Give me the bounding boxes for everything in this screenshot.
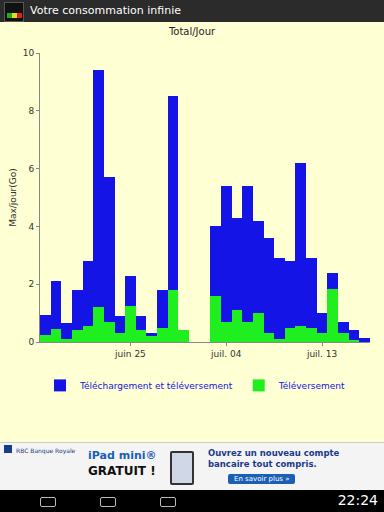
html-text:Votre consommation infinie: Votre consommation infinie xyxy=(30,4,181,17)
svg-text:6: 6 xyxy=(28,164,34,174)
svg-text:Téléchargement et téléversemen: Téléchargement et téléversement xyxy=(79,381,233,391)
html-text:GRATUIT !: GRATUIT ! xyxy=(88,464,156,478)
svg-text:0: 0 xyxy=(28,337,34,347)
svg-text:juil. 04: juil. 04 xyxy=(210,349,242,359)
html-text:iPad mini®: iPad mini® xyxy=(88,449,157,462)
svg-text:Téléversement: Téléversement xyxy=(278,381,345,391)
svg-text:Total/Jour: Total/Jour xyxy=(168,26,216,37)
html-text:Ouvrez un nouveau compte banca: Ouvrez un nouveau compte bancaire tout c… xyxy=(208,448,340,469)
svg-text:8: 8 xyxy=(28,106,34,116)
svg-text:4: 4 xyxy=(28,222,34,232)
svg-text:2: 2 xyxy=(28,279,34,289)
html-text:22:24: 22:24 xyxy=(337,492,378,508)
svg-text:10: 10 xyxy=(23,48,35,58)
svg-text:Max/jour(Go): Max/jour(Go) xyxy=(8,168,18,227)
svg-text:juin 25: juin 25 xyxy=(114,349,146,359)
html-text:RBC Banque Royale: RBC Banque Royale xyxy=(16,447,76,454)
html-text:En savoir plus »: En savoir plus » xyxy=(234,475,290,483)
svg-text:juil. 13: juil. 13 xyxy=(306,349,337,359)
